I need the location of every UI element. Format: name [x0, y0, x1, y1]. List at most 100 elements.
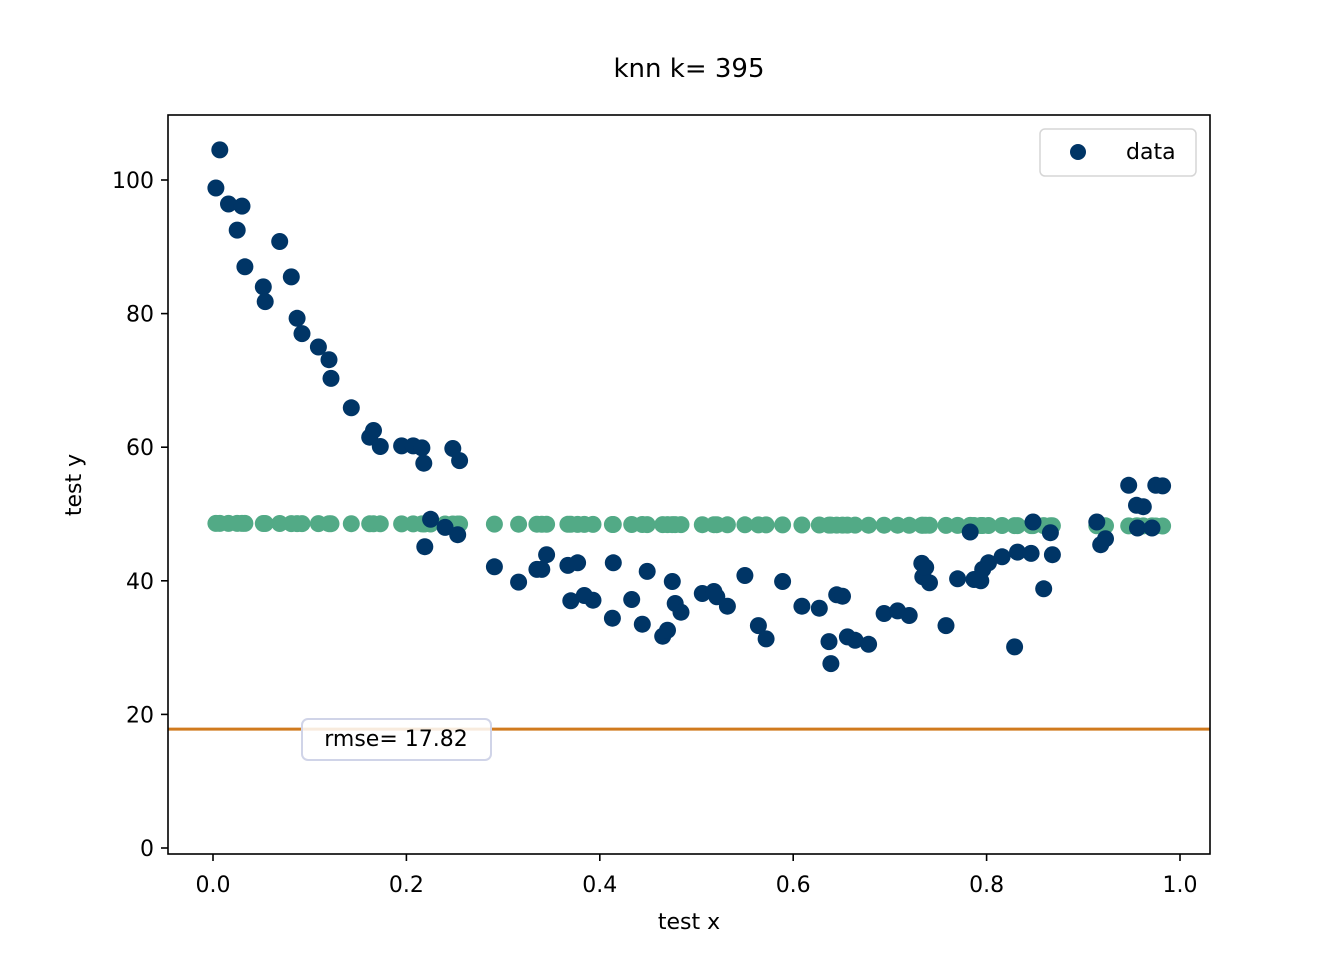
data-point	[1035, 580, 1053, 598]
data-point	[1120, 476, 1138, 494]
prediction-point	[322, 515, 340, 533]
y-tick-label: 80	[126, 303, 154, 328]
data-point	[309, 338, 327, 356]
prediction-point	[342, 515, 360, 533]
data-point	[1097, 530, 1114, 548]
data-point	[900, 607, 918, 624]
data-point	[961, 523, 979, 541]
data-point	[604, 554, 622, 572]
data-point	[749, 617, 767, 635]
data-point	[1009, 543, 1026, 561]
data-point	[538, 546, 556, 564]
y-tick-label: 0	[140, 837, 154, 862]
data-point	[254, 278, 272, 296]
y-axis-ticks: 0 20 40 60 80 100	[112, 169, 168, 862]
data-point	[569, 554, 587, 572]
legend: data	[1039, 128, 1197, 177]
data-point	[413, 439, 431, 457]
data-point	[207, 179, 225, 197]
x-tick-label: 0.2	[389, 873, 424, 898]
data-point	[485, 558, 503, 576]
prediction-point	[672, 516, 690, 534]
data-point	[633, 615, 651, 633]
data-point	[1024, 513, 1042, 531]
data-point	[1043, 546, 1061, 564]
prediction-point	[604, 516, 622, 533]
data-point	[1154, 477, 1172, 495]
chart-title: knn k= 395	[613, 54, 764, 84]
prediction-point	[1009, 517, 1026, 535]
x-tick-label: 0.6	[776, 873, 811, 898]
prediction-point	[256, 515, 274, 532]
data-point	[736, 567, 754, 584]
data-point	[1134, 498, 1152, 516]
prediction-point	[921, 516, 938, 534]
data-point	[757, 630, 775, 648]
data-point	[793, 597, 811, 615]
y-tick-label: 40	[126, 570, 154, 595]
data-point	[875, 605, 893, 622]
data-point	[371, 438, 389, 455]
y-tick-label: 60	[126, 436, 154, 461]
prediction-point	[718, 516, 736, 534]
prediction-point	[980, 517, 997, 534]
data-point	[937, 617, 955, 635]
x-tick-label: 1.0	[1163, 873, 1198, 898]
data-point	[233, 197, 251, 215]
data-point	[322, 369, 340, 387]
data-point	[510, 573, 528, 591]
prediction-point	[793, 516, 811, 534]
data-point	[1006, 638, 1024, 656]
data-point	[810, 599, 828, 617]
data-point	[584, 591, 602, 609]
prediction-point	[757, 516, 775, 534]
data-point	[451, 452, 469, 470]
prediction-point	[638, 516, 656, 534]
prediction-point	[510, 515, 528, 533]
prediction-point	[371, 515, 389, 533]
x-axis-label: test x	[658, 910, 720, 935]
y-tick-label: 20	[126, 703, 154, 728]
rmse-annotation-box	[301, 718, 492, 761]
x-axis-ticks: 0.0 0.2 0.4 0.6 0.8 1.0	[196, 854, 1198, 898]
data-point	[921, 574, 938, 592]
y-tick-label: 100	[112, 169, 154, 194]
data-point	[422, 510, 440, 528]
prediction-point	[293, 515, 311, 533]
data-point	[774, 573, 792, 590]
data-point	[834, 587, 851, 605]
x-tick-label: 0.8	[969, 873, 1004, 898]
data-point	[293, 325, 311, 343]
data-point	[917, 558, 935, 576]
prediction-point	[900, 516, 918, 534]
data-point	[220, 195, 237, 213]
data-point	[860, 635, 878, 653]
data-point	[663, 573, 681, 590]
prediction-point	[993, 517, 1011, 534]
data-point	[822, 655, 840, 673]
legend-marker-data	[1070, 144, 1086, 160]
data-point	[672, 603, 690, 621]
plot-frame	[167, 114, 1211, 855]
prediction-point	[860, 516, 878, 534]
data-point	[980, 554, 997, 572]
prediction-point	[949, 516, 967, 534]
data-point	[449, 526, 467, 544]
prediction-point	[846, 516, 864, 534]
prediction-point	[584, 515, 602, 533]
data-points	[207, 141, 1172, 673]
data-point	[365, 422, 382, 439]
prediction-point	[538, 515, 556, 533]
data-point	[436, 518, 454, 536]
data-point	[211, 141, 229, 159]
data-point	[228, 221, 246, 239]
data-point	[342, 399, 360, 417]
x-tick-label: 0.0	[196, 873, 231, 898]
data-point	[415, 454, 433, 472]
data-point	[256, 293, 274, 311]
data-point	[603, 609, 621, 627]
data-point	[562, 592, 580, 610]
data-point	[993, 548, 1011, 566]
legend-label-data: data	[1126, 140, 1176, 165]
